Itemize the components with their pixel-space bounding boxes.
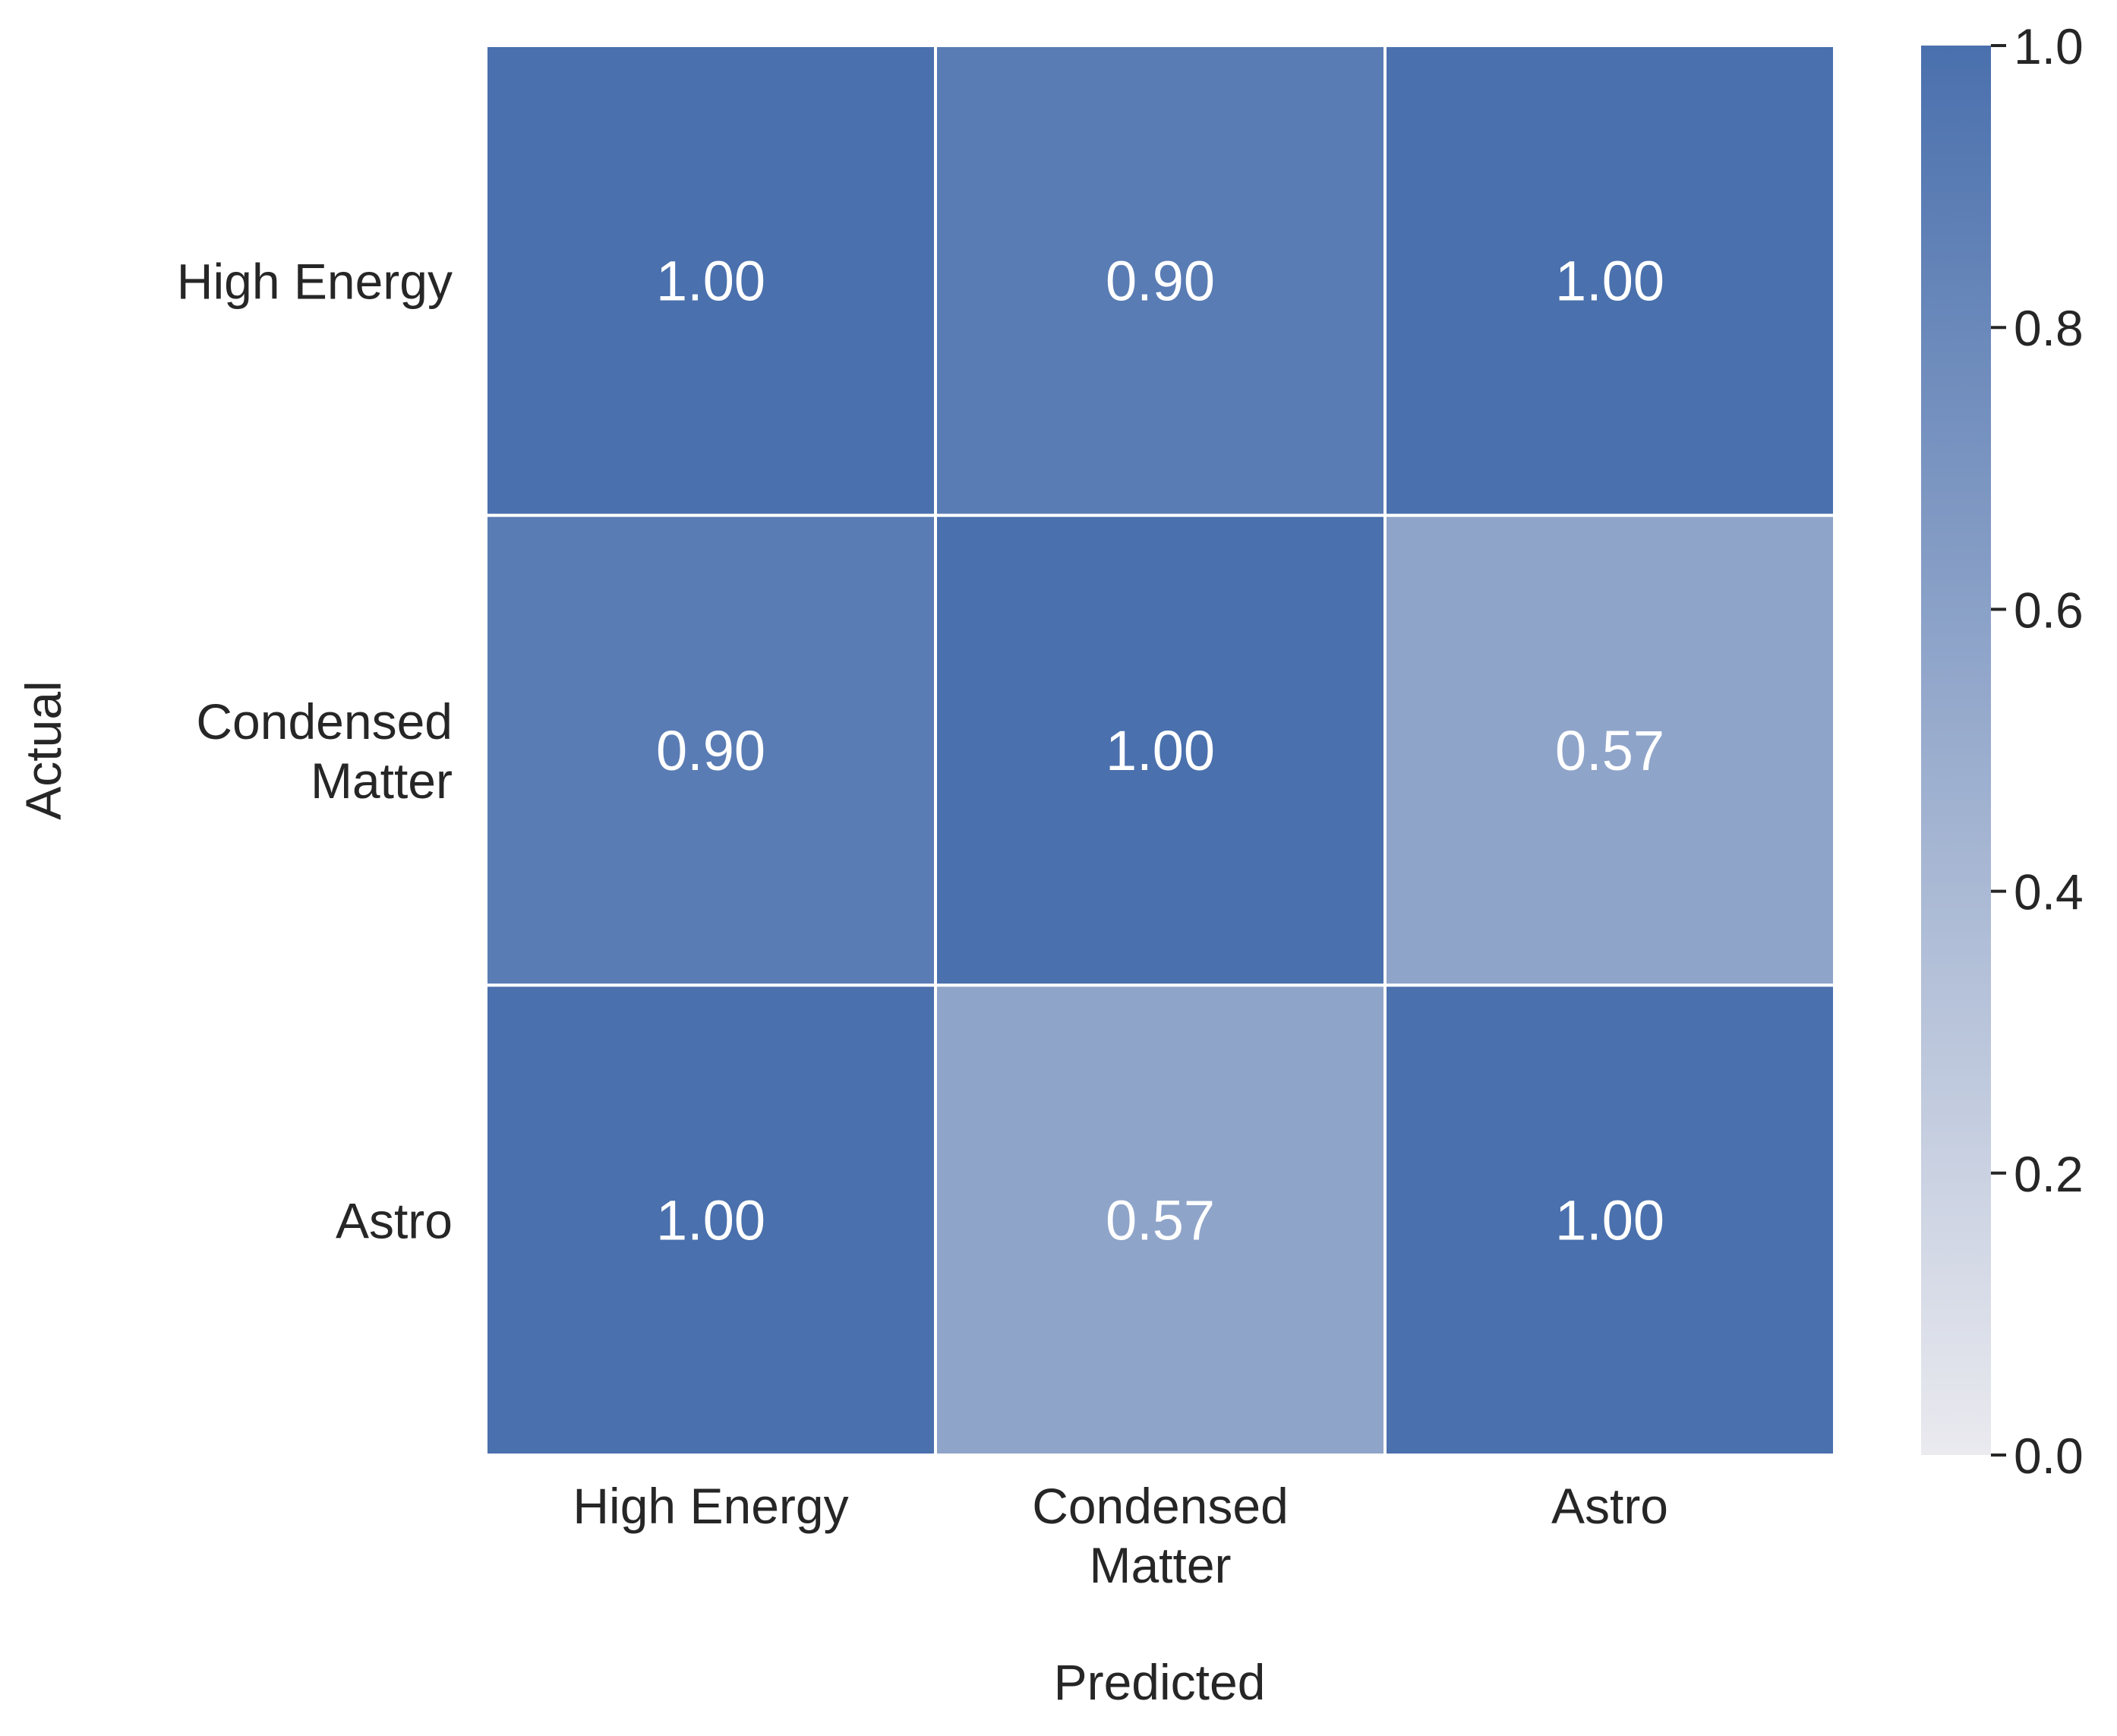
cell-value-label: 1.00 bbox=[1555, 1189, 1664, 1252]
colorbar-tick-label: 1.0 bbox=[2014, 18, 2084, 74]
colorbar-tick-label: 0.0 bbox=[2014, 1428, 2084, 1484]
cell-value-label: 1.00 bbox=[1555, 249, 1664, 312]
colorbar-tick-label: 0.8 bbox=[2014, 300, 2084, 356]
x-tick-label: Astro bbox=[1551, 1478, 1668, 1534]
colorbar-tick-label: 0.2 bbox=[2014, 1146, 2084, 1202]
cell-value-label: 0.90 bbox=[1106, 249, 1215, 312]
y-tick-label: Condensed Matter bbox=[196, 693, 453, 809]
cell-value-label: 1.00 bbox=[656, 1189, 765, 1252]
colorbar-tick-label: 0.6 bbox=[2014, 582, 2084, 638]
cell-value-label: 0.57 bbox=[1555, 719, 1664, 782]
y-axis-tick-labels: High Energy Condensed Matter Astro bbox=[177, 253, 453, 1248]
heatmap-cell bbox=[934, 513, 1387, 987]
x-axis-tick-labels: High Energy Condensed Matter Astro bbox=[573, 1478, 1668, 1593]
heatmap-cell bbox=[484, 983, 937, 1457]
heatmap-cell bbox=[1383, 44, 1836, 517]
heatmap-cell bbox=[934, 983, 1387, 1457]
heatmap-cell bbox=[1383, 983, 1836, 1457]
y-tick-label: Astro bbox=[336, 1193, 453, 1249]
cell-value-label: 1.00 bbox=[1106, 719, 1215, 782]
colorbar-gradient bbox=[1921, 46, 1991, 1455]
heatmap-value-labels: 1.00 0.90 1.00 0.90 1.00 0.57 1.00 0.57 1.00 bbox=[656, 249, 1664, 1251]
cell-value-label: 1.00 bbox=[656, 249, 765, 312]
x-axis-label: Predicted bbox=[1054, 1654, 1266, 1710]
x-tick-label: High Energy bbox=[573, 1478, 848, 1534]
heatmap-cell bbox=[1383, 513, 1836, 987]
colorbar: 0.0 0.2 0.4 0.6 0.8 1.0 bbox=[1921, 18, 2084, 1484]
heatmap-cell bbox=[484, 513, 937, 987]
cell-value-label: 0.90 bbox=[656, 719, 765, 782]
y-axis-label: Actual bbox=[15, 680, 71, 819]
heatmap-cell bbox=[934, 44, 1387, 517]
colorbar-ticks: 0.0 0.2 0.4 0.6 0.8 1.0 bbox=[1991, 18, 2084, 1484]
cell-value-label: 0.57 bbox=[1106, 1189, 1215, 1252]
x-tick-label: Condensed Matter bbox=[1032, 1478, 1289, 1593]
y-tick-label: High Energy bbox=[177, 253, 453, 309]
heatmap-cells bbox=[484, 44, 1836, 1457]
heatmap-cell bbox=[484, 44, 937, 517]
colorbar-tick-label: 0.4 bbox=[2014, 864, 2084, 920]
